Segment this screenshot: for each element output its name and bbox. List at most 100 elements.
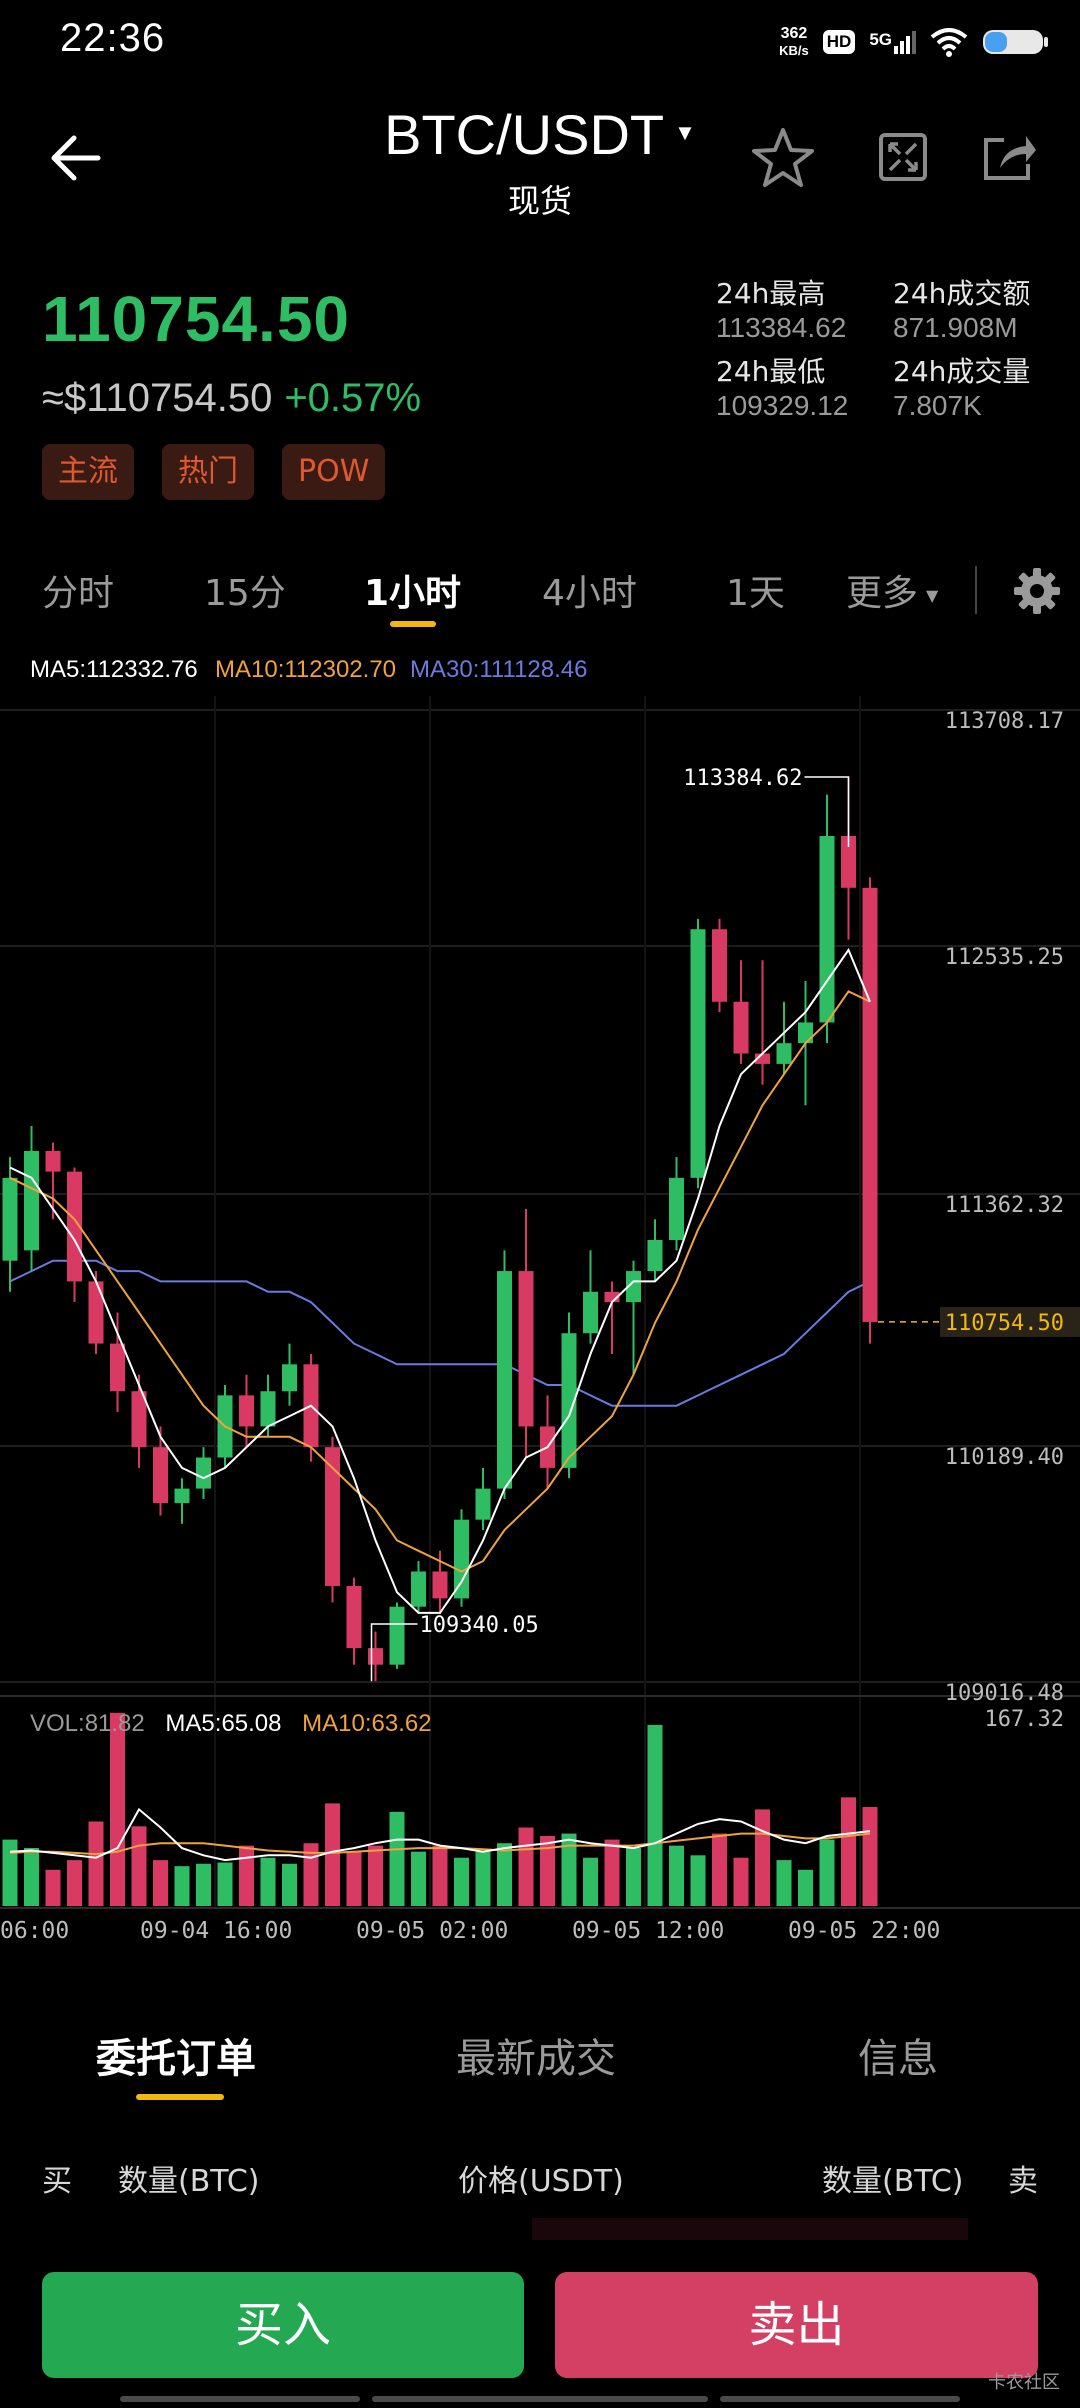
volume-bar <box>690 1855 706 1906</box>
network-speed-value: 362 <box>780 25 808 42</box>
candle-body <box>67 1171 82 1282</box>
tab-timeline[interactable]: 分时 <box>42 573 115 614</box>
volume-bar <box>497 1843 512 1906</box>
candle-body <box>604 1291 620 1303</box>
sell-button[interactable]: 卖出 <box>555 2272 1038 2378</box>
candle-body <box>583 1291 598 1334</box>
candle-body <box>325 1447 340 1586</box>
chart-labels: 113708.17 112535.25 111362.32 110189.40 1090… <box>0 709 1080 1944</box>
volume-bar <box>260 1857 276 1906</box>
order-tab-indicator <box>136 2094 224 2100</box>
time-axis-label: 09-05 12:00 <box>572 1918 724 1944</box>
stat-turnover-label: 24h成交额 <box>893 277 1031 310</box>
candle-body <box>282 1364 297 1392</box>
price-axis-label: 112535.25 <box>945 945 1064 970</box>
candle-body <box>346 1585 362 1649</box>
usd-value: ≈$110754.50 <box>42 376 273 420</box>
volume-bar <box>67 1860 82 1906</box>
volume-bar <box>454 1857 469 1906</box>
candle-body <box>45 1150 61 1172</box>
tab-latest-trades[interactable]: 最新成交 <box>456 2036 616 2082</box>
vol-value: VOL:81.82 <box>30 1710 145 1737</box>
kline-chart[interactable]: 113708.17 112535.25 111362.32 110189.40 1090… <box>0 696 1080 1946</box>
tab-1d[interactable]: 1天 <box>726 573 785 614</box>
volume-bar <box>24 1848 39 1906</box>
volume-bar <box>303 1843 319 1906</box>
candle-body <box>110 1343 125 1392</box>
volume-bar <box>604 1839 620 1906</box>
volume-bar <box>583 1857 598 1906</box>
nav-bar-right <box>720 2396 960 2402</box>
tag-mainstream[interactable]: 主流 <box>42 444 134 500</box>
volume-bar <box>798 1869 813 1906</box>
header-sell-qty: 数量(BTC) <box>822 2164 964 2199</box>
tab-more[interactable]: 更多 ▼ <box>846 564 938 616</box>
time-axis-label: 06:00 <box>0 1918 69 1944</box>
tabs-divider <box>975 566 977 614</box>
candle-body <box>2 1177 18 1261</box>
fullscreen-chart-icon[interactable] <box>878 132 928 182</box>
current-price-label: 110754.50 <box>945 1311 1064 1336</box>
watermark: 卡农社区 <box>988 2372 1060 2393</box>
volume-ma-lines <box>9 1807 871 1862</box>
ma30-legend: MA30:111128.46 <box>410 656 588 683</box>
ma30-line <box>9 1259 871 1407</box>
volume-bar <box>239 1845 254 1906</box>
volume-bar <box>368 1845 383 1906</box>
candle-body <box>626 1271 641 1303</box>
candle-body <box>411 1571 426 1607</box>
price-axis-label: 109016.48 <box>945 1681 1064 1706</box>
volume-bar <box>411 1851 426 1906</box>
candle-body <box>432 1571 448 1599</box>
volume-bar <box>819 1839 835 1906</box>
nav-bar-center <box>372 2396 708 2402</box>
tab-info[interactable]: 信息 <box>858 2036 938 2082</box>
volume-bar <box>131 1826 147 1906</box>
buy-button[interactable]: 买入 <box>42 2272 524 2378</box>
ma30-polyline <box>9 1259 871 1407</box>
time-axis-label: 09-05 02:00 <box>356 1918 508 1944</box>
ma10-polyline <box>9 990 871 1573</box>
favorite-star-icon[interactable] <box>750 126 816 190</box>
vol-ma5: MA5:65.08 <box>165 1710 282 1737</box>
settings-gear-icon[interactable] <box>1012 566 1062 616</box>
tag-hot[interactable]: 热门 <box>162 444 254 500</box>
pair-title: BTC/USDT <box>384 103 665 166</box>
market-type: 现货 <box>507 182 572 220</box>
change-percent: +0.57% <box>284 376 422 420</box>
candle-body <box>712 929 727 1002</box>
volume-bar <box>45 1869 61 1906</box>
candle-body <box>454 1519 469 1599</box>
nav-bar-left <box>120 2396 360 2402</box>
candle-body <box>690 929 706 1178</box>
ma10-line <box>9 990 871 1573</box>
candle-body <box>389 1606 405 1665</box>
ma5-line <box>9 947 871 1614</box>
tab-15m[interactable]: 15分 <box>204 573 286 614</box>
volume-legend: VOL:81.82 MA5:65.08 MA10:63.62 <box>30 1710 432 1738</box>
candle-body <box>260 1391 276 1427</box>
active-tab-indicator <box>390 621 436 627</box>
candle-body <box>647 1239 663 1272</box>
stat-low-value: 109329.12 <box>716 390 849 421</box>
volume-bar <box>153 1860 168 1906</box>
time-axis-label: 09-05 22:00 <box>788 1918 940 1944</box>
header-buy-qty: 数量(BTC) <box>118 2164 260 2199</box>
candle-body <box>196 1457 211 1489</box>
network-type: 5G <box>869 30 892 49</box>
volume-bar <box>712 1833 727 1906</box>
stat-volume-value: 7.807K <box>893 390 982 421</box>
back-arrow-icon[interactable] <box>48 130 108 186</box>
tag-pow[interactable]: POW <box>282 444 386 500</box>
candles <box>2 777 878 1682</box>
network-speed-unit: KB/s <box>779 43 809 58</box>
time-axis-label: 09-04 16:00 <box>140 1918 292 1944</box>
tab-4h[interactable]: 4小时 <box>542 573 637 614</box>
pair-selector[interactable]: BTC/USDT ▼ <box>0 102 1080 167</box>
candle-body <box>841 835 856 888</box>
more-caret-icon: ▼ <box>926 585 939 605</box>
volume-bar <box>88 1821 104 1906</box>
tab-1h[interactable]: 1小时 <box>364 573 462 614</box>
tab-open-orders[interactable]: 委托订单 <box>96 2036 256 2082</box>
share-icon[interactable] <box>980 130 1038 184</box>
